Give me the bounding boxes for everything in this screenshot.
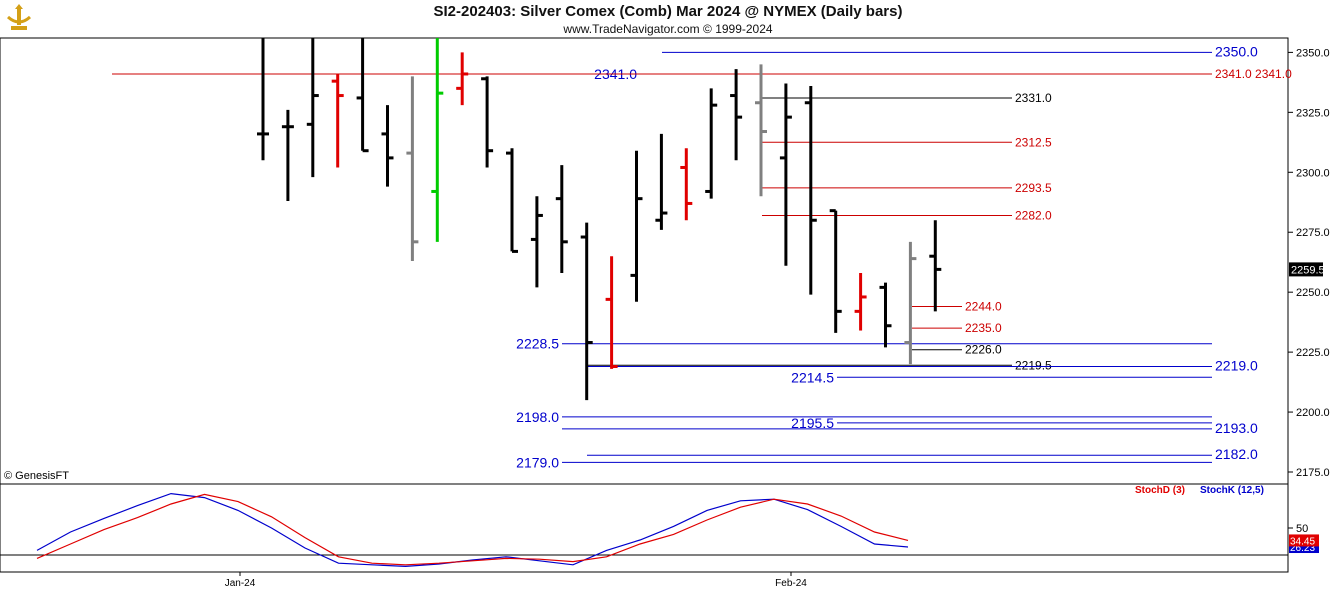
watermark-label: © GenesisFT [4,470,69,482]
x-tick-label: Jan-24 [225,578,256,589]
level-label: 2226.0 [965,343,1002,357]
level-label: 2341.0 2341.0 [1215,67,1292,81]
stochd-legend: StochD (3) [1135,485,1185,496]
level-label: 2179.0 [516,454,559,470]
level-label: 2235.0 [965,321,1002,335]
level-label: 2331.0 [1015,91,1052,105]
level-label: 2350.0 [1215,43,1258,59]
price-tick-label: 2175.0 [1296,467,1330,479]
stochk-line [36,492,909,568]
stochd-value: 34.45 [1290,536,1315,547]
price-tick-label: 2350.0 [1296,47,1330,59]
price-tick-label: 2200.0 [1296,407,1330,419]
level-label: 2214.5 [791,369,834,385]
level-label: 2244.0 [965,300,1002,314]
level-label: 2193.0 [1215,420,1258,436]
level-label: 2293.5 [1015,181,1052,195]
level-label: 2198.0 [516,409,559,425]
stochk-value: 26.23 [1290,543,1315,554]
stoch-tick-label: 50 [1296,523,1308,535]
level-label: 2228.5 [516,336,559,352]
stochd-value-box [1289,534,1319,547]
level-label: 2219.0 [1215,358,1258,374]
chart-title: SI2-202403: Silver Comex (Comb) Mar 2024… [433,3,903,20]
x-tick-label: Feb-24 [775,578,807,589]
price-tick-label: 2300.0 [1296,167,1330,179]
plot-area [0,37,1289,573]
level-label: 2312.5 [1015,135,1052,149]
price-tick-label: 2275.0 [1296,227,1330,239]
level-label: 2195.5 [791,415,834,431]
last-price-box [1289,262,1323,277]
price-tick-label: 2325.0 [1296,107,1330,119]
genesis-logo-icon [6,4,32,30]
chart-subtitle: www.TradeNavigator.com © 1999-2024 [563,22,773,36]
last-price-label: 2259.5 [1291,264,1325,276]
price-tick-label: 2250.0 [1296,287,1330,299]
price-tick-label: 2225.0 [1296,347,1330,359]
stochk-legend: StochK (12,5) [1200,485,1264,496]
level-label: 2219.5 [1015,358,1052,372]
stochd-line [36,493,909,566]
level-label: 2282.0 [1015,208,1052,222]
level-label: 2182.0 [1215,446,1258,462]
